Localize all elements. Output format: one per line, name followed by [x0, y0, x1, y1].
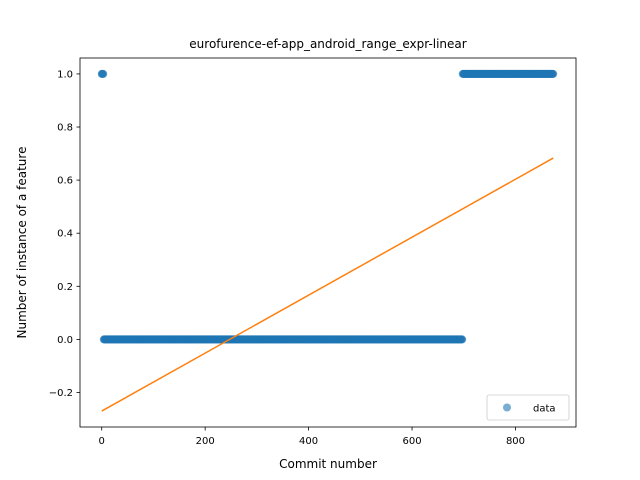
y-axis-label: Number of instance of a feature	[15, 147, 29, 339]
y-tick-label: −0.2	[49, 388, 73, 399]
legend: data	[486, 394, 570, 421]
x-tick-label: 0	[99, 436, 105, 447]
y-tick-label: 0.0	[57, 335, 73, 346]
legend-label: data	[533, 404, 556, 415]
data-point	[458, 335, 467, 344]
legend-marker	[503, 403, 511, 412]
regression-line	[101, 157, 554, 412]
x-tick-label: 600	[402, 436, 421, 447]
x-tick-label: 200	[196, 436, 215, 447]
plot-frame	[79, 57, 577, 428]
y-axis-ticks: −0.2 0.0 0.2 0.4 0.6 0.8 1.0	[49, 69, 80, 399]
y-tick-label: 0.8	[57, 123, 73, 134]
scatter-points	[97, 69, 558, 344]
y-tick-label: 0.2	[57, 282, 73, 293]
x-axis-label: Commit number	[279, 457, 377, 471]
y-tick-label: 0.6	[57, 176, 73, 187]
x-axis-ticks: 0 200 400 600 800	[99, 427, 525, 447]
data-point	[549, 69, 558, 78]
y-tick-label: 1.0	[57, 69, 73, 80]
regression-line-group	[101, 157, 554, 412]
y-tick-label: 0.4	[57, 229, 73, 240]
chart-title: eurofurence-ef-app_android_range_expr-li…	[189, 37, 466, 51]
legend-box	[486, 394, 570, 421]
data-point	[99, 69, 108, 78]
x-tick-label: 400	[299, 436, 318, 447]
x-tick-label: 800	[506, 436, 525, 447]
